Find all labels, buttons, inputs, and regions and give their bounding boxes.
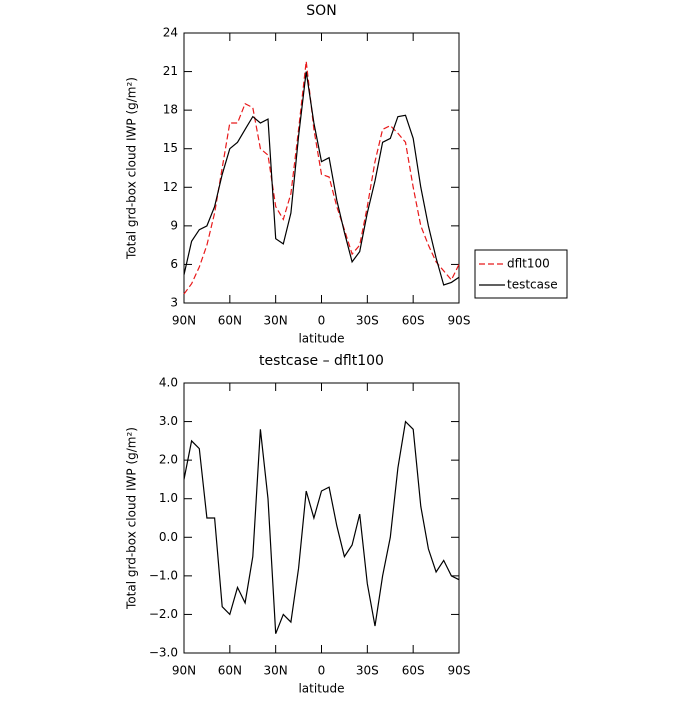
x-tick-label: 60N [218, 314, 242, 328]
x-tick-label: 90N [172, 664, 196, 678]
x-tick-label: 60S [402, 664, 425, 678]
legend-label: testcase [507, 278, 558, 292]
x-tick-label: 0 [318, 314, 326, 328]
x-tick-label: 30N [264, 314, 288, 328]
y-tick-label: 2.0 [159, 453, 178, 467]
x-tick-label: 30S [356, 664, 379, 678]
y-tick-label: 4.0 [159, 376, 178, 390]
y-tick-label: 0.0 [159, 530, 178, 544]
data-line [183, 420, 460, 634]
data-line [183, 71, 460, 286]
y-tick-label: 12 [163, 180, 178, 194]
x-tick-label: 30S [356, 314, 379, 328]
y-tick-label: 3.0 [159, 414, 178, 428]
legend: dflt100 testcase [474, 249, 568, 299]
y-tick-label: 18 [163, 103, 178, 117]
y-tick-label: 9 [170, 218, 178, 232]
panel: testcase – dflt100 latitude Total grd-box … [125, 353, 471, 696]
plot-frame [183, 382, 460, 654]
legend-label: dflt100 [507, 257, 550, 271]
x-axis-label: latitude [298, 332, 344, 346]
x-tick-label: 60N [218, 664, 242, 678]
chart-title: testcase – dflt100 [259, 353, 384, 369]
x-tick-label: 60S [402, 314, 425, 328]
x-tick-label: 90S [448, 314, 471, 328]
y-tick-label: 21 [163, 64, 178, 78]
y-tick-label: −1.0 [149, 568, 178, 582]
y-tick-label: −3.0 [149, 646, 178, 660]
x-tick-label: 90N [172, 314, 196, 328]
y-tick-label: −2.0 [149, 607, 178, 621]
panel: SON latitude Total grd-box cloud IWP (g/m²… [125, 3, 568, 346]
y-tick-label: 1.0 [159, 491, 178, 505]
data-line [183, 61, 460, 295]
x-tick-label: 30N [264, 664, 288, 678]
legend-box [474, 249, 568, 299]
y-axis-label: Total grd-box cloud IWP (g/m²) [125, 427, 139, 610]
y-tick-label: 3 [170, 296, 178, 310]
y-axis-label: Total grd-box cloud IWP (g/m²) [125, 77, 139, 260]
x-tick-label: 0 [318, 664, 326, 678]
chart-title: SON [306, 3, 336, 19]
x-axis-label: latitude [298, 682, 344, 696]
y-tick-label: 15 [163, 141, 178, 155]
y-tick-label: 24 [163, 26, 178, 40]
y-tick-label: 6 [170, 257, 178, 271]
x-tick-label: 90S [448, 664, 471, 678]
